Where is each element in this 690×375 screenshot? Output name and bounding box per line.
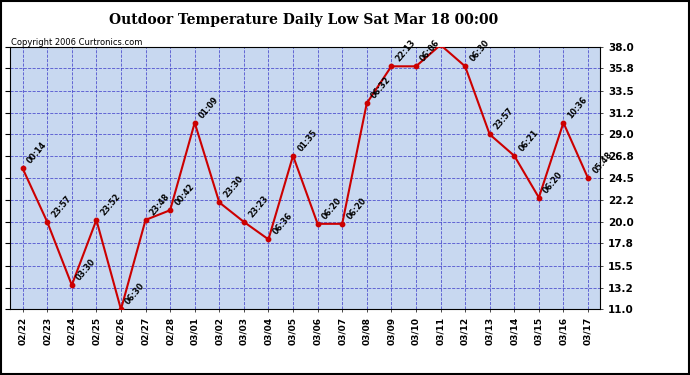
Text: 00:32: 00:32	[0, 374, 1, 375]
Text: 23:52: 23:52	[99, 192, 122, 217]
Text: 10:36: 10:36	[566, 95, 589, 120]
Text: 23:30: 23:30	[222, 174, 245, 200]
Point	[165, 207, 176, 213]
Point	[214, 200, 225, 206]
Point	[337, 221, 348, 227]
Point	[41, 219, 52, 225]
Text: 06:20: 06:20	[320, 196, 344, 221]
Point	[263, 236, 274, 242]
Text: 05:48: 05:48	[591, 150, 614, 176]
Point	[115, 306, 126, 312]
Point	[288, 153, 299, 159]
Point	[17, 165, 28, 171]
Text: Outdoor Temperature Daily Low Sat Mar 18 00:00: Outdoor Temperature Daily Low Sat Mar 18…	[109, 13, 498, 27]
Text: 06:20: 06:20	[542, 170, 565, 195]
Text: 23:23: 23:23	[246, 194, 270, 219]
Text: 01:09: 01:09	[197, 95, 221, 120]
Point	[411, 63, 422, 69]
Text: Copyright 2006 Curtronics.com: Copyright 2006 Curtronics.com	[11, 38, 142, 46]
Point	[91, 217, 102, 223]
Point	[238, 219, 249, 225]
Point	[484, 131, 495, 137]
Point	[386, 63, 397, 69]
Text: 06:30: 06:30	[124, 282, 147, 307]
Text: 23:57: 23:57	[50, 194, 73, 219]
Point	[312, 221, 323, 227]
Text: 06:06: 06:06	[419, 38, 442, 63]
Point	[533, 195, 544, 201]
Text: 06:30: 06:30	[468, 38, 491, 63]
Text: 03:30: 03:30	[75, 257, 98, 282]
Text: 23:48: 23:48	[148, 192, 172, 217]
Text: 06:32: 06:32	[370, 75, 393, 100]
Text: 01:35: 01:35	[296, 128, 319, 153]
Point	[189, 120, 200, 126]
Text: 00:42: 00:42	[173, 182, 196, 207]
Point	[509, 153, 520, 159]
Text: 06:20: 06:20	[345, 196, 368, 221]
Point	[558, 120, 569, 126]
Point	[435, 42, 446, 48]
Point	[460, 63, 471, 69]
Text: 06:21: 06:21	[517, 128, 540, 153]
Text: 23:57: 23:57	[493, 106, 515, 132]
Text: 06:36: 06:36	[271, 211, 295, 237]
Point	[362, 100, 373, 106]
Point	[140, 217, 151, 223]
Point	[66, 282, 77, 288]
Text: 22:13: 22:13	[394, 38, 417, 63]
Text: 00:14: 00:14	[26, 141, 48, 166]
Point	[582, 175, 593, 181]
